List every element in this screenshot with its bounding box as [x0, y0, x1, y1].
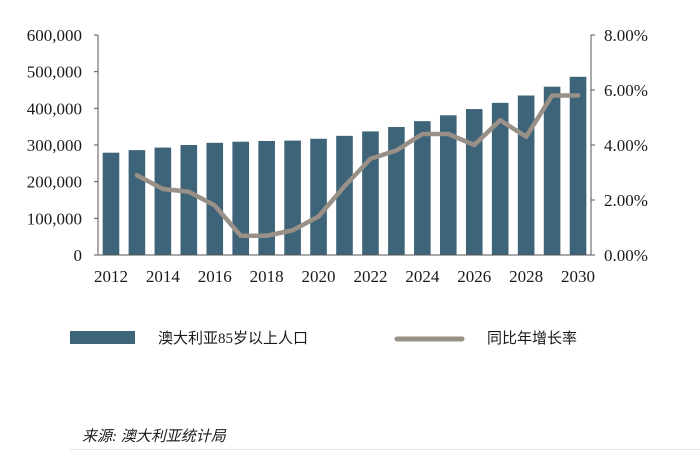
x-tick-label: 2030	[561, 267, 595, 286]
bar-2013	[128, 150, 146, 255]
x-tick-label: 2024	[405, 267, 440, 286]
bar-2014	[154, 147, 172, 255]
axes	[94, 34, 595, 256]
left-tick-label: 500,000	[27, 63, 82, 82]
left-tick-label: 400,000	[27, 99, 82, 118]
bar-2029	[543, 86, 561, 255]
right-tick-label: 4.00%	[604, 136, 648, 155]
left-tick-label: 0	[74, 246, 83, 265]
right-tick-label: 8.00%	[604, 26, 648, 45]
x-tick-label: 2026	[457, 267, 491, 286]
right-tick-label: 0.00%	[604, 246, 648, 265]
source-note: 来源: 澳大利亚统计局	[82, 429, 226, 445]
legend-swatch-population	[70, 331, 135, 344]
bar-2012	[102, 152, 120, 255]
bar-2025	[439, 115, 457, 255]
bar-series	[102, 76, 587, 256]
bar-2027	[491, 102, 509, 255]
bar-2023	[388, 127, 405, 255]
bar-2028	[517, 95, 535, 255]
legend: 澳大利亚85岁以上人口 同比年增长率	[70, 330, 577, 347]
x-tick-label: 2012	[94, 267, 128, 286]
bar-2020	[310, 138, 327, 255]
legend-label-growth: 同比年增长率	[487, 330, 577, 347]
growth-line-series	[134, 93, 581, 238]
bar-2017	[232, 141, 250, 255]
left-tick-label: 300,000	[27, 136, 82, 155]
bar-2022	[362, 131, 379, 255]
bar-2016	[206, 142, 224, 255]
bar-2021	[336, 135, 353, 255]
bar-2026	[465, 109, 483, 255]
tick-labels: 0 100,000 200,000 300,000 400,000 500,000 600,…	[27, 26, 648, 286]
bar-2024	[414, 121, 431, 256]
left-tick-label: 600,000	[27, 26, 82, 45]
x-tick-label: 2022	[353, 267, 387, 286]
x-tick-label: 2018	[250, 267, 284, 286]
divider	[70, 449, 700, 450]
left-tick-label: 100,000	[27, 209, 82, 228]
x-tick-label: 2020	[302, 267, 336, 286]
bar-2030	[569, 76, 587, 255]
bar-2018	[258, 140, 275, 255]
x-tick-label: 2028	[509, 267, 543, 286]
x-tick-label: 2014	[146, 267, 181, 286]
right-tick-label: 2.00%	[604, 191, 648, 210]
x-tick-label: 2016	[198, 267, 232, 286]
growth-rate-line	[134, 93, 581, 238]
bar-2019	[284, 140, 301, 255]
right-tick-label: 6.00%	[604, 81, 648, 100]
legend-label-population: 澳大利亚85岁以上人口	[158, 330, 308, 347]
bar-2015	[180, 145, 198, 255]
left-tick-label: 200,000	[27, 173, 82, 192]
